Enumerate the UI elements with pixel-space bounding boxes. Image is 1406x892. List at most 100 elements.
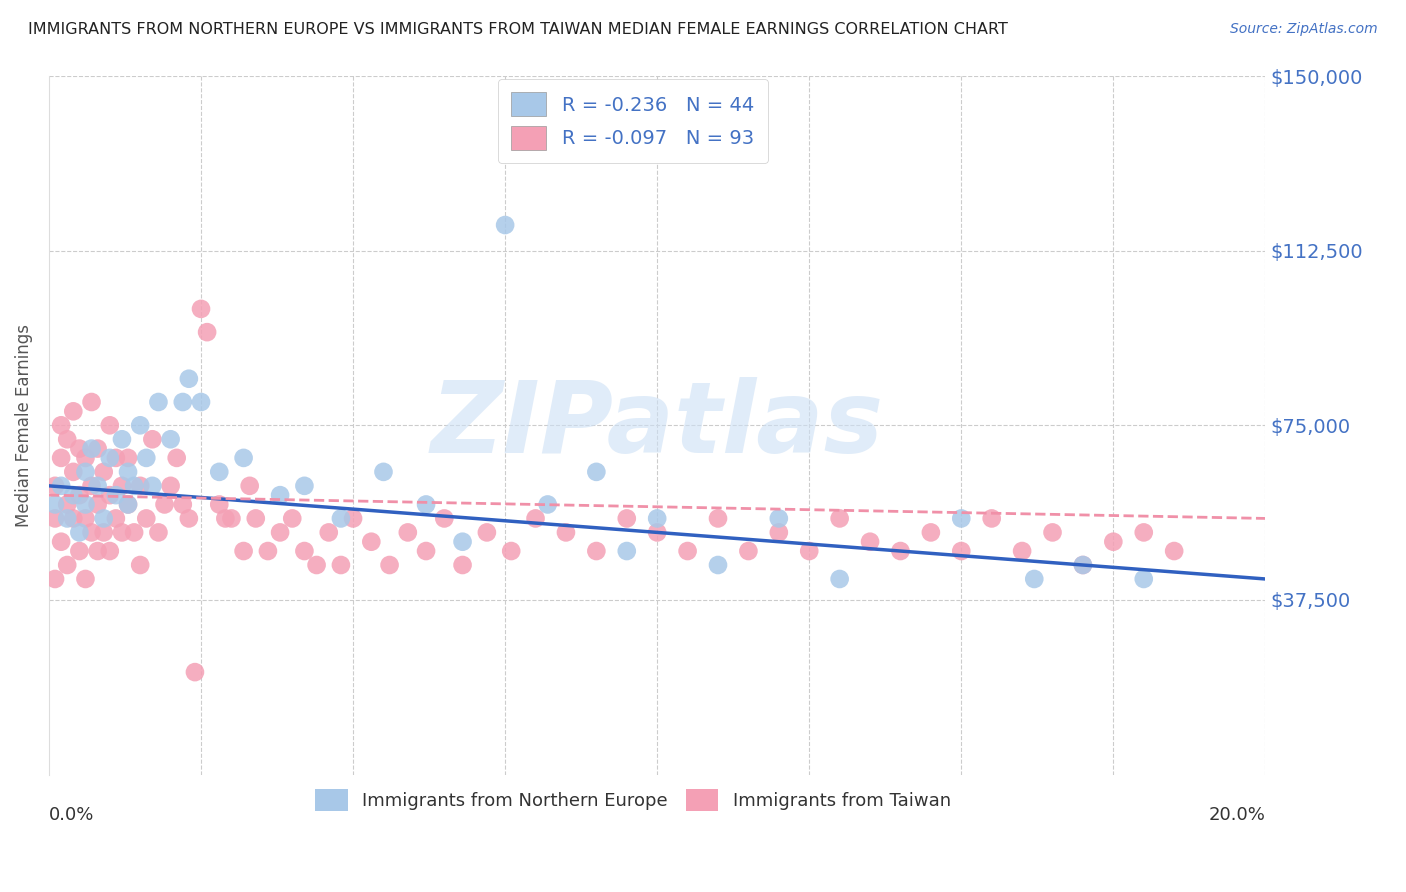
Point [451,558,474,572]
Point [378,558,401,572]
Text: Source: ZipAtlas.com: Source: ZipAtlas.com [1230,22,1378,37]
Point [111,479,134,493]
Point [239,479,262,493]
Point [172,498,194,512]
Point [67,488,90,502]
Point [318,525,340,540]
Point [257,544,280,558]
Point [799,544,821,558]
Point [1132,525,1154,540]
Point [98,418,121,433]
Text: 0.0%: 0.0% [49,806,94,824]
Point [232,450,254,465]
Text: 20.0%: 20.0% [1209,806,1265,824]
Point [1102,534,1125,549]
Point [342,511,364,525]
Point [62,404,84,418]
Point [645,511,668,525]
Point [950,511,973,525]
Point [707,511,730,525]
Point [828,572,851,586]
Point [889,544,911,558]
Point [1163,544,1185,558]
Point [768,511,790,525]
Point [86,442,108,456]
Legend: Immigrants from Northern Europe, Immigrants from Taiwan: Immigrants from Northern Europe, Immigra… [308,781,957,818]
Point [49,450,72,465]
Point [122,525,145,540]
Point [920,525,942,540]
Point [148,525,170,540]
Point [373,465,395,479]
Point [56,511,79,525]
Point [93,465,115,479]
Point [49,418,72,433]
Point [111,432,134,446]
Point [415,544,437,558]
Point [537,498,560,512]
Point [232,544,254,558]
Point [148,395,170,409]
Point [86,479,108,493]
Point [172,395,194,409]
Point [195,325,218,339]
Point [501,544,523,558]
Point [396,525,419,540]
Point [1042,525,1064,540]
Point [80,442,103,456]
Point [62,511,84,525]
Point [117,498,139,512]
Point [62,465,84,479]
Point [86,544,108,558]
Point [117,498,139,512]
Point [75,450,97,465]
Point [129,418,152,433]
Point [56,432,79,446]
Point [159,432,181,446]
Text: IMMIGRANTS FROM NORTHERN EUROPE VS IMMIGRANTS FROM TAIWAN MEDIAN FEMALE EARNINGS: IMMIGRANTS FROM NORTHERN EUROPE VS IMMIG… [28,22,1008,37]
Point [768,525,790,540]
Point [676,544,699,558]
Point [329,511,352,525]
Point [269,488,291,502]
Point [305,558,328,572]
Point [135,450,157,465]
Point [707,558,730,572]
Point [555,525,578,540]
Point [177,511,200,525]
Point [245,511,267,525]
Point [208,465,231,479]
Point [49,534,72,549]
Point [44,479,66,493]
Point [49,479,72,493]
Point [329,558,352,572]
Point [177,372,200,386]
Point [294,544,316,558]
Point [294,479,316,493]
Point [360,534,382,549]
Point [1011,544,1033,558]
Point [153,498,176,512]
Point [980,511,1002,525]
Point [44,572,66,586]
Point [111,525,134,540]
Point [67,544,90,558]
Point [62,488,84,502]
Point [433,511,456,525]
Point [104,511,127,525]
Point [585,544,607,558]
Point [104,450,127,465]
Point [208,498,231,512]
Point [122,479,145,493]
Point [828,511,851,525]
Point [56,558,79,572]
Point [75,511,97,525]
Point [221,511,243,525]
Point [135,511,157,525]
Point [859,534,882,549]
Point [104,488,127,502]
Point [129,558,152,572]
Point [93,511,115,525]
Point [159,479,181,493]
Point [67,525,90,540]
